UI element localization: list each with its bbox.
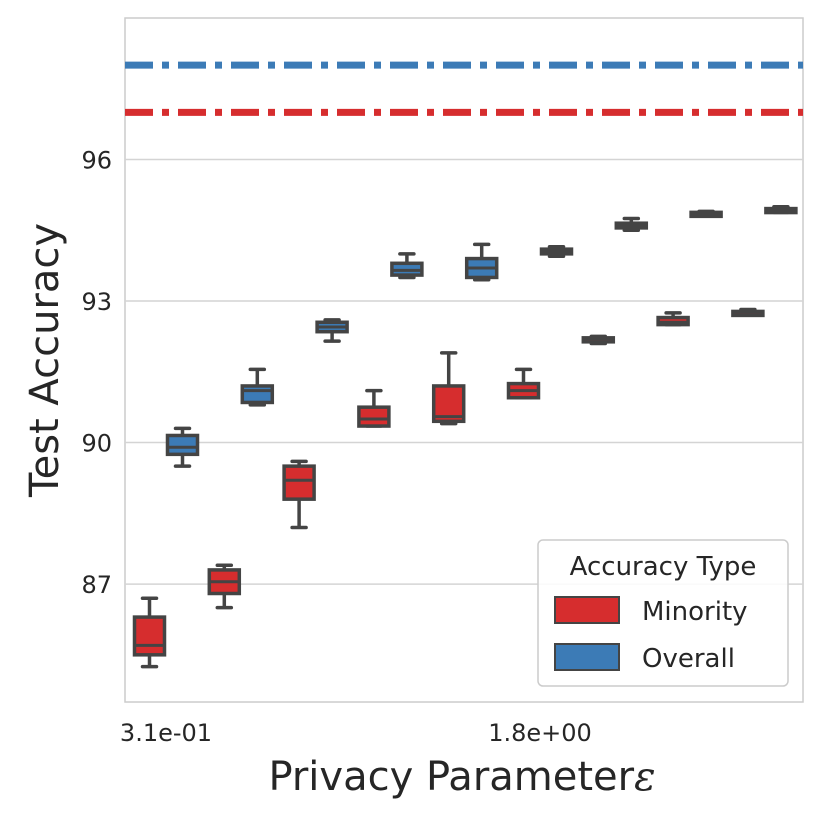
y-tick-labels: 87 90 93 96 bbox=[81, 147, 112, 600]
y-tick-label: 87 bbox=[81, 571, 112, 599]
box-overall bbox=[464, 242, 499, 282]
box-body bbox=[357, 405, 391, 428]
box-minority bbox=[431, 351, 466, 426]
box-overall bbox=[764, 204, 798, 215]
legend-label-overall: Overall bbox=[642, 644, 735, 674]
legend-swatch-minority bbox=[554, 596, 620, 624]
baseline-lines bbox=[125, 61, 803, 116]
box-overall bbox=[689, 209, 723, 219]
x-tick-labels: 3.1e-01 1.8e+00 bbox=[120, 719, 592, 747]
box-minority bbox=[282, 459, 316, 530]
box-minority bbox=[132, 596, 167, 669]
box-series bbox=[132, 204, 798, 669]
box-body bbox=[132, 615, 167, 657]
x-axis-label-text: Privacy Parameter bbox=[268, 754, 634, 800]
box-minority bbox=[656, 311, 690, 327]
box-minority bbox=[506, 367, 541, 400]
y-tick-label: 93 bbox=[81, 288, 112, 316]
legend-label-minority: Minority bbox=[642, 597, 748, 627]
box-overall bbox=[315, 318, 349, 343]
box-overall bbox=[390, 252, 424, 280]
grid-lines bbox=[125, 158, 803, 585]
box-body bbox=[240, 384, 275, 405]
box-minority bbox=[207, 563, 242, 610]
box-body bbox=[282, 464, 316, 501]
box-body bbox=[165, 433, 200, 457]
box-overall bbox=[165, 426, 200, 468]
box-minority bbox=[731, 307, 765, 318]
x-axis-label: Privacy Parameterε bbox=[268, 754, 655, 800]
box-overall bbox=[240, 367, 275, 407]
y-axis-label: Test Accuracy bbox=[22, 223, 68, 498]
legend-title: Accuracy Type bbox=[570, 552, 757, 582]
y-tick-label: 96 bbox=[81, 147, 112, 175]
epsilon-symbol: ε bbox=[634, 754, 655, 800]
y-tick-label: 90 bbox=[81, 430, 112, 458]
box-minority bbox=[357, 388, 391, 428]
x-tick-label: 3.1e-01 bbox=[120, 719, 212, 747]
x-tick-label: 1.8e+00 bbox=[488, 719, 592, 747]
legend: Accuracy Type Minority Overall bbox=[537, 539, 789, 687]
box-minority bbox=[581, 334, 616, 346]
box-overall bbox=[539, 245, 574, 258]
legend-swatch-overall bbox=[554, 643, 620, 671]
box-overall bbox=[614, 216, 649, 233]
